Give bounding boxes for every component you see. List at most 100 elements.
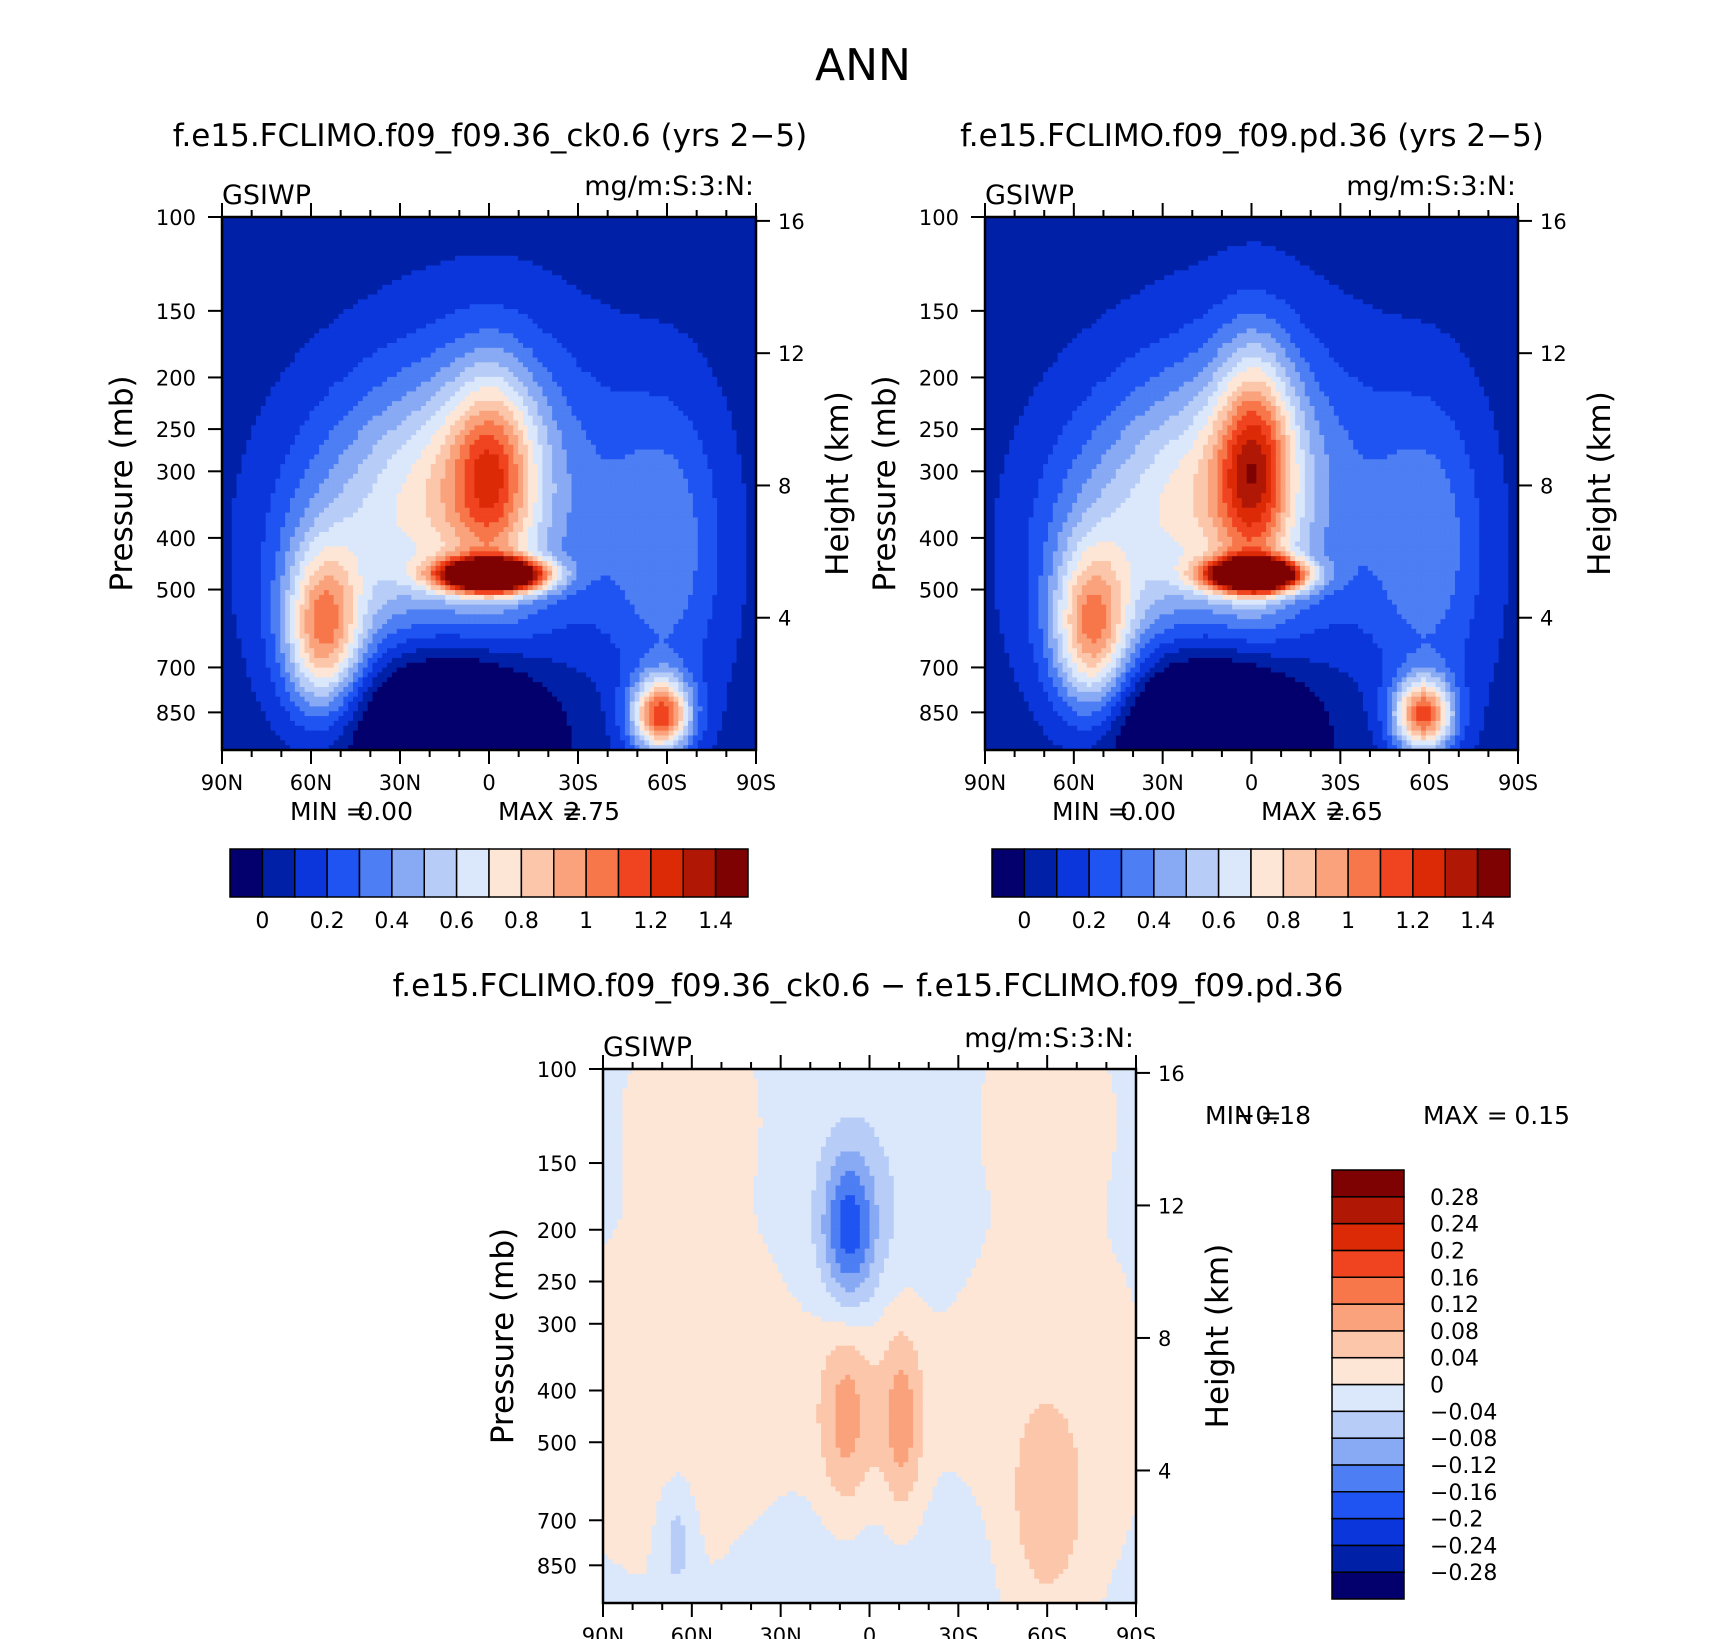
max-label: MAX = — [498, 797, 583, 826]
colorbar-box — [1331, 1303, 1405, 1332]
colorbar-label: 0.2 — [1072, 909, 1107, 934]
y-tick-label: 300 — [537, 1313, 577, 1337]
colorbar-box — [455, 848, 490, 898]
colorbar-label: 0.12 — [1430, 1293, 1479, 1318]
y2-tick-label: 4 — [1540, 607, 1553, 631]
panel-title: f.e15.FCLIMO.f09_f09.pd.36 (yrs 2−5) — [960, 118, 1544, 154]
x-tick-label: 30S — [938, 1624, 978, 1639]
y2-tick-label: 4 — [778, 607, 791, 631]
y-tick-label: 300 — [919, 460, 959, 484]
y-axis-title: Pressure (mb) — [867, 375, 903, 591]
colorbar-label: −0.28 — [1430, 1561, 1497, 1586]
colorbar-label: 0 — [1430, 1374, 1444, 1399]
colorbar-box — [1331, 1356, 1405, 1386]
colorbar-label: 0 — [255, 909, 269, 934]
y-tick-label: 850 — [156, 701, 196, 725]
y2-tick-label: 16 — [778, 210, 805, 234]
y-tick-label: 100 — [537, 1058, 577, 1082]
colorbar-label: 0.4 — [374, 909, 409, 934]
colorbar-box — [1444, 848, 1479, 898]
colorbar-box — [991, 848, 1026, 898]
colorbar-box — [1282, 848, 1317, 898]
colorbar-box — [1331, 1383, 1405, 1413]
variable-label: GSIWP — [603, 1032, 692, 1063]
colorbar-box — [358, 848, 393, 898]
y2-tick-label: 4 — [1158, 1459, 1171, 1483]
max-label: MAX = — [1423, 1101, 1508, 1130]
colorbar-label: 0.2 — [1430, 1239, 1465, 1264]
x-tick-label: 60S — [647, 771, 687, 795]
max-value: 0.15 — [1514, 1101, 1570, 1130]
colorbar-label: 1 — [579, 909, 593, 934]
colorbar-box — [1120, 848, 1155, 898]
y2-axis-title: Height (km) — [820, 391, 856, 576]
colorbar-label: −0.2 — [1430, 1508, 1483, 1533]
y-tick-label: 700 — [537, 1509, 577, 1533]
colorbar-box — [1331, 1464, 1405, 1493]
y-tick-label: 100 — [156, 206, 196, 230]
y2-axis-title: Height (km) — [1582, 391, 1618, 576]
colorbar-box — [1153, 848, 1187, 898]
panel-2: f.e15.FCLIMO.f09_f09.pd.36 (yrs 2−5) GSIW… — [867, 118, 1618, 934]
x-tick-label: 30S — [558, 771, 598, 795]
colorbar-label: 0.04 — [1430, 1347, 1479, 1372]
colorbar-label: 0 — [1017, 909, 1031, 934]
y-tick-label: 200 — [156, 366, 196, 390]
y2-tick-label: 12 — [1158, 1194, 1185, 1218]
colorbar-label: 0.6 — [1201, 909, 1236, 934]
x-tick-label: 90S — [736, 771, 776, 795]
y-tick-label: 850 — [537, 1554, 577, 1578]
y-tick-label: 200 — [537, 1219, 577, 1243]
colorbar-box — [1331, 1571, 1405, 1600]
y-axis-title: Pressure (mb) — [485, 1228, 521, 1444]
y-tick-label: 400 — [156, 527, 196, 551]
panel-1: f.e15.FCLIMO.f09_f09.36_ck0.6 (yrs 2−5) G… — [104, 118, 856, 934]
colorbar-label: 0.8 — [504, 909, 539, 934]
colorbar-box — [1088, 848, 1123, 898]
colorbar-box — [1185, 848, 1220, 898]
contour-field — [985, 217, 1519, 751]
colorbar-box — [391, 848, 425, 898]
y-tick-label: 100 — [919, 206, 959, 230]
colorbar-box — [261, 848, 296, 898]
panel-3: f.e15.FCLIMO.f09_f09.36_ck0.6 − f.e15.FC… — [393, 968, 1570, 1639]
y-tick-label: 500 — [537, 1431, 577, 1455]
x-tick-label: 90S — [1498, 771, 1538, 795]
colorbar-label: 1.2 — [633, 909, 668, 934]
y2-tick-label: 12 — [778, 342, 805, 366]
x-tick-label: 60N — [1053, 771, 1095, 795]
y-tick-label: 700 — [919, 656, 959, 680]
colorbar-box — [1331, 1330, 1405, 1359]
max-value: 2.65 — [1327, 797, 1383, 826]
x-tick-label: 60N — [671, 1624, 713, 1639]
colorbar-label: 0.28 — [1430, 1186, 1479, 1211]
colorbar-box — [1331, 1196, 1405, 1225]
max-label: MAX = — [1261, 797, 1346, 826]
x-tick-label: 90N — [582, 1624, 624, 1639]
x-tick-label: 30N — [1141, 771, 1183, 795]
colorbar-label: 0.4 — [1136, 909, 1171, 934]
colorbar-box — [488, 848, 523, 898]
colorbar-label: 0.6 — [439, 909, 474, 934]
colorbar-box — [1217, 848, 1252, 898]
x-tick-label: 0 — [482, 771, 495, 795]
colorbar: −0.28−0.24−0.2−0.16−0.12−0.08−0.0400.040… — [1331, 1169, 1497, 1600]
colorbar-box — [1315, 848, 1349, 898]
colorbar-box — [294, 848, 328, 898]
min-label: MIN = — [290, 797, 367, 826]
colorbar-label: 1.2 — [1395, 909, 1430, 934]
min-value: 0.00 — [1120, 797, 1176, 826]
colorbar-label: 0.24 — [1430, 1213, 1479, 1238]
colorbar-box — [585, 848, 620, 898]
x-tick-label: 30S — [1320, 771, 1360, 795]
min-label: MIN = — [1205, 1101, 1282, 1130]
colorbar-box — [1347, 848, 1382, 898]
x-tick-label: 30N — [379, 771, 421, 795]
x-tick-label: 0 — [1245, 771, 1258, 795]
x-tick-label: 0 — [863, 1624, 876, 1639]
y2-tick-label: 12 — [1540, 342, 1567, 366]
colorbar-box — [1412, 848, 1446, 898]
y-tick-label: 500 — [156, 579, 196, 603]
colorbar-box — [650, 848, 684, 898]
